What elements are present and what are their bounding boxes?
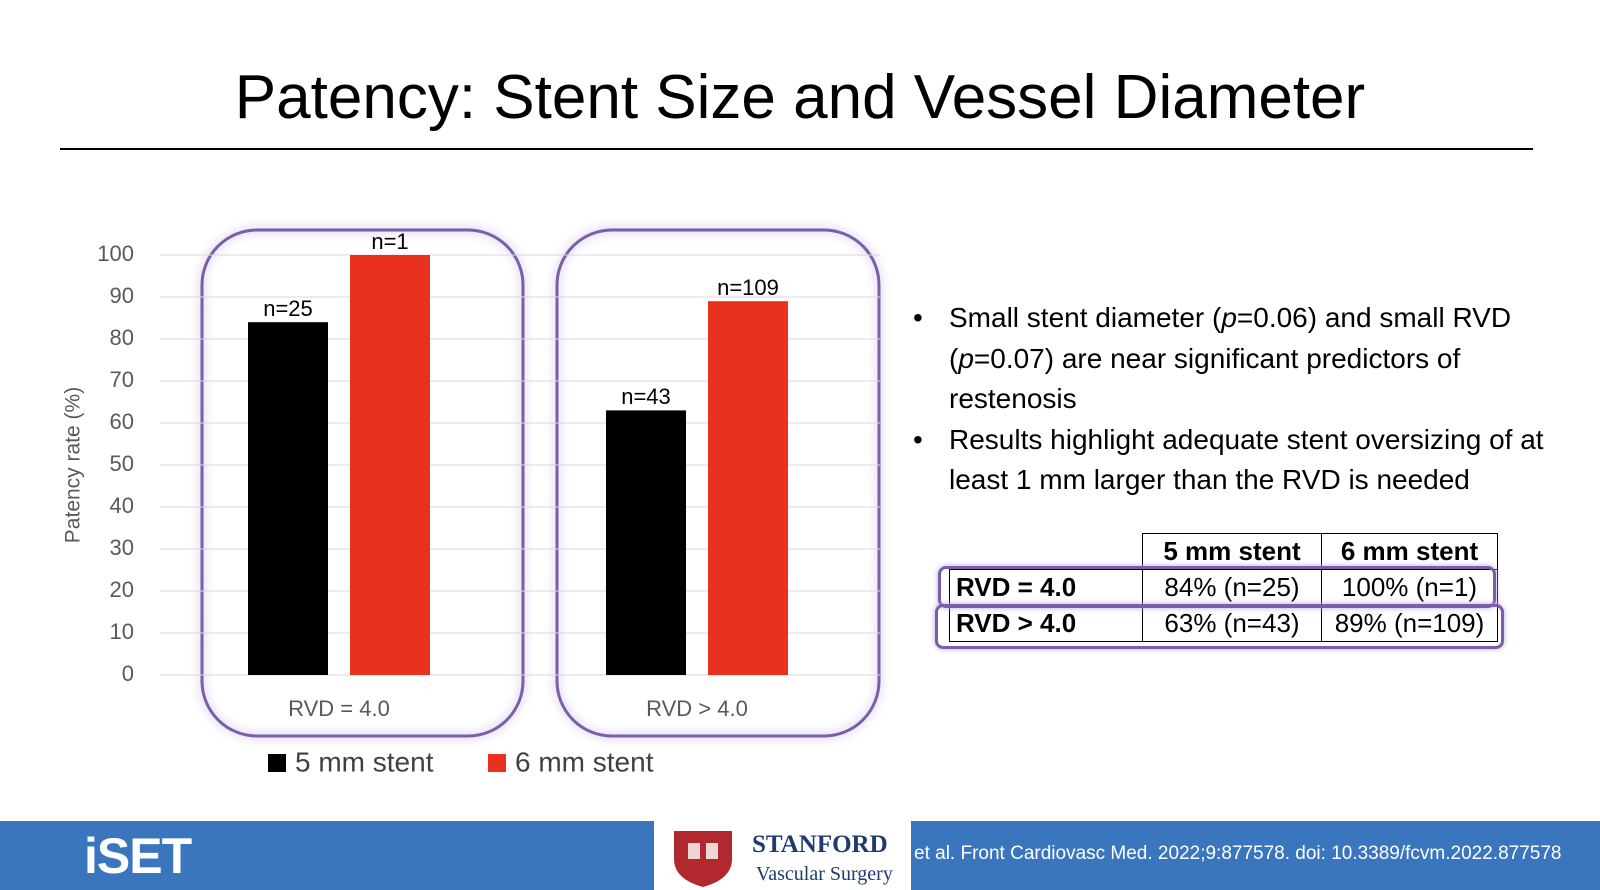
table-cell: RVD > 4.0 — [949, 605, 1143, 642]
legend-swatch — [488, 754, 506, 772]
bullet-text: p — [1221, 302, 1237, 333]
y-tick-label: 10 — [110, 619, 134, 644]
table-header-cell: 6 mm stent — [1321, 533, 1498, 570]
y-axis-label: Patency rate (%) — [62, 387, 85, 543]
legend-swatch — [268, 754, 286, 772]
table-cell: 100% (n=1) — [1321, 569, 1498, 606]
table-cell: RVD = 4.0 — [949, 569, 1143, 606]
bar-annotation: n=25 — [263, 296, 313, 321]
table-header-cell — [949, 533, 1143, 570]
y-tick-label: 40 — [110, 493, 134, 518]
row-highlight — [935, 604, 1504, 649]
legend-label: 6 mm stent — [515, 746, 654, 777]
x-tick-label: RVD = 4.0 — [288, 696, 390, 721]
table-row: RVD > 4.0 63% (n=43) 89% (n=109) — [949, 605, 1498, 642]
bar-annotation: n=43 — [621, 384, 671, 409]
bullet-text: =0.06) and small RVD ( — [949, 302, 1512, 374]
citation: et al. Front Cardiovasc Med. 2022;9:8775… — [914, 843, 1562, 864]
y-tick-label: 70 — [110, 367, 134, 392]
row-highlight — [938, 566, 1496, 608]
bar — [606, 410, 686, 675]
bar-annotation: n=1 — [371, 229, 408, 254]
y-tick-label: 30 — [110, 535, 134, 560]
bar — [248, 322, 328, 675]
bullet-text: Results highlight adequate stent oversiz… — [949, 423, 1544, 496]
y-tick-label: 0 — [122, 661, 134, 686]
results-table: 5 mm stent 6 mm stent RVD = 4.0 84% (n=25) 1… — [949, 533, 1498, 642]
bar — [350, 255, 430, 675]
stanford-name: STANFORD — [752, 831, 888, 858]
y-tick-label: 50 — [110, 451, 134, 476]
shield-icon — [674, 831, 732, 887]
footer: iSET STANFORD Vascular Surgery et al. Fr… — [0, 821, 1600, 890]
chart: Patency rate (%) 0 10 20 30 40 50 60 70 80 90 100 R… — [62, 228, 881, 777]
bar-annotation: n=109 — [717, 275, 779, 300]
title-rule — [60, 148, 1533, 150]
y-tick-label: 80 — [110, 325, 134, 350]
group-highlight — [200, 228, 525, 738]
department-name: Vascular Surgery — [756, 863, 893, 885]
bullet-item: Results highlight adequate stent oversiz… — [911, 420, 1591, 501]
y-tick-label: 100 — [97, 241, 134, 266]
bar — [708, 301, 788, 675]
bullet-text: Small stent diameter ( — [949, 302, 1222, 333]
bullet-item: Small stent diameter (p=0.06) and small … — [911, 298, 1591, 420]
group-highlight — [555, 228, 881, 738]
table-cell: 89% (n=109) — [1321, 605, 1498, 642]
slide-title: Patency: Stent Size and Vessel Diameter — [234, 63, 1366, 132]
legend-label: 5 mm stent — [295, 746, 434, 777]
y-tick-label: 90 — [110, 283, 134, 308]
y-tick-label: 60 — [110, 409, 134, 434]
table-header-row: 5 mm stent 6 mm stent — [949, 533, 1498, 570]
stanford-logo: STANFORD Vascular Surgery — [654, 821, 911, 890]
x-tick-label: RVD > 4.0 — [646, 696, 748, 721]
iset-logo: iSET — [84, 828, 192, 884]
bullet-list: Small stent diameter (p=0.06) and small … — [911, 298, 1591, 501]
bullet-text: p — [958, 342, 974, 374]
y-tick-label: 20 — [110, 577, 134, 602]
bullet-text: =0.07) are near significant predictors o… — [949, 342, 1461, 415]
table-header-cell: 5 mm stent — [1142, 533, 1322, 570]
